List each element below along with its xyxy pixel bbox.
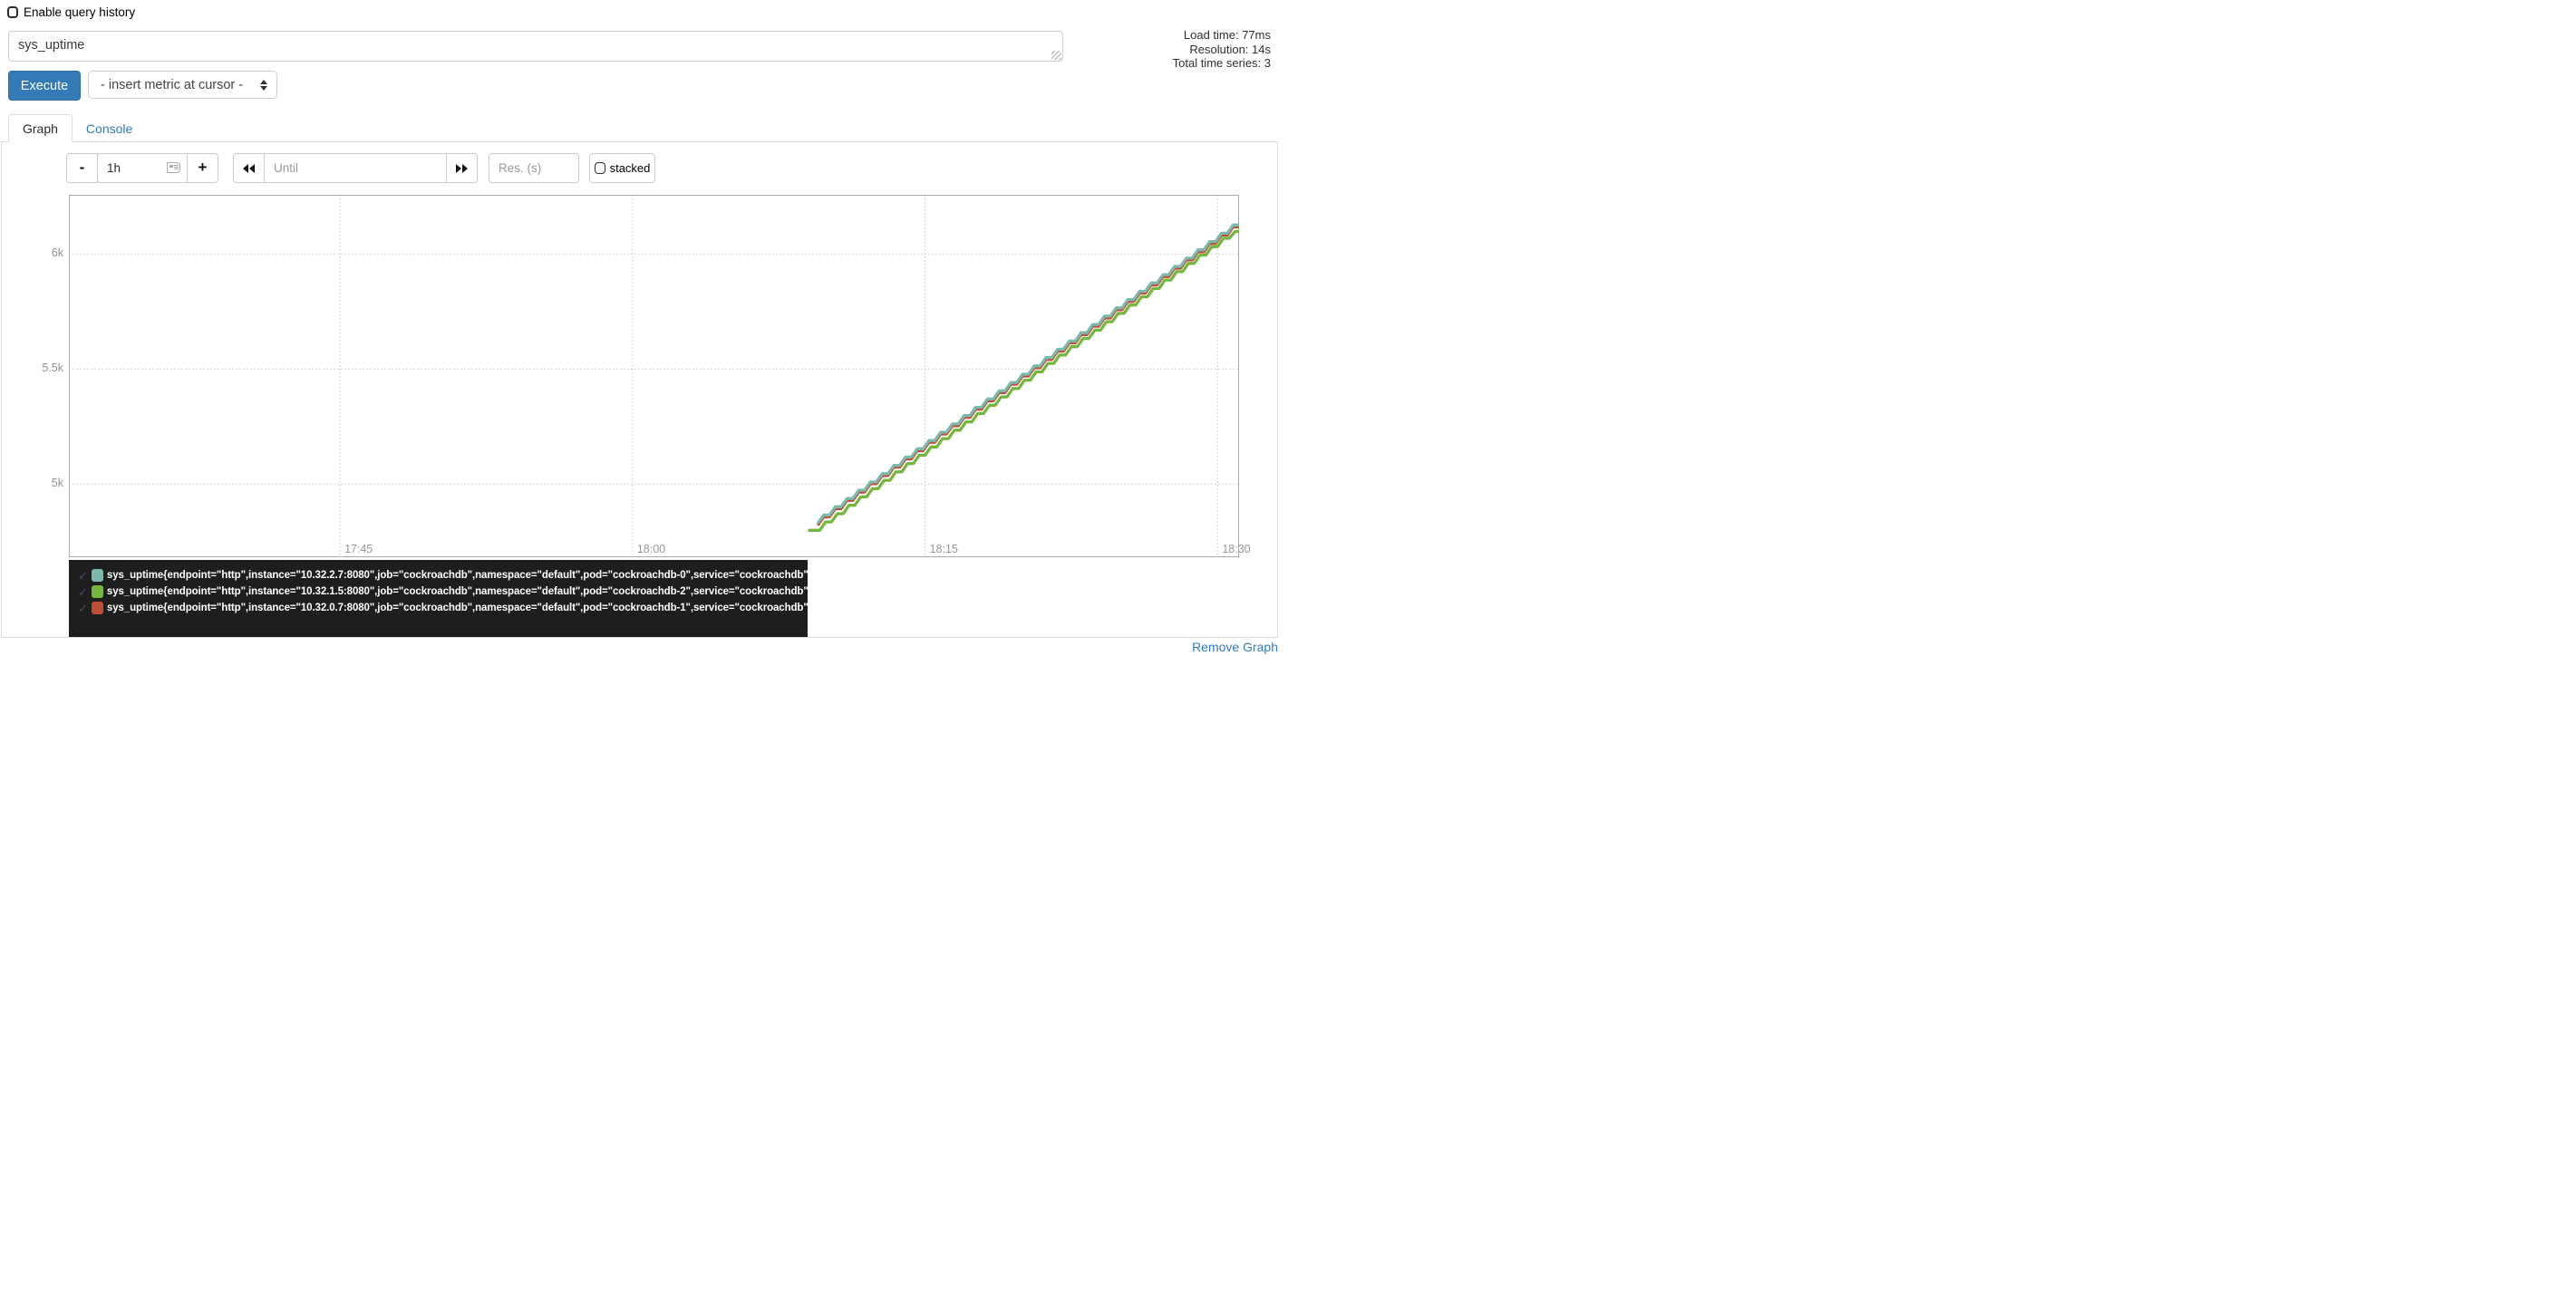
query-input-wrap: sys_uptime	[8, 31, 1063, 62]
query-history-label: Enable query history	[24, 5, 136, 19]
stacked-toggle[interactable]: stacked	[589, 153, 655, 183]
legend-row[interactable]: ✓ sys_uptime{endpoint="http",instance="1…	[78, 584, 812, 600]
query-history-checkbox[interactable]	[7, 6, 18, 18]
check-icon: ✓	[78, 568, 88, 583]
total-time-series: Total time series: 3	[1172, 56, 1271, 70]
series-label: sys_uptime{endpoint="http",instance="10.…	[106, 570, 813, 581]
x-tick-label: 18:15	[929, 543, 958, 555]
execute-button[interactable]: Execute	[8, 71, 81, 101]
range-input-wrap	[97, 153, 188, 183]
load-time: Load time: 77ms	[1183, 28, 1271, 42]
shrink-range-button[interactable]: -	[66, 153, 98, 183]
rewind-button[interactable]	[233, 153, 265, 183]
series-swatch	[91, 602, 103, 614]
x-tick-label: 18:30	[1222, 543, 1251, 555]
remove-graph-link[interactable]: Remove Graph	[1192, 640, 1278, 654]
legend-row[interactable]: ✓ sys_uptime{endpoint="http",instance="1…	[78, 600, 812, 616]
query-input[interactable]: sys_uptime	[8, 31, 1063, 62]
tab-graph[interactable]: Graph	[8, 114, 73, 142]
insert-metric-value: - insert metric at cursor -	[101, 77, 244, 92]
tab-console[interactable]: Console	[85, 121, 133, 136]
tab-bar: Graph Console	[8, 114, 146, 142]
select-updown-icon	[260, 79, 267, 91]
series-label: sys_uptime{endpoint="http",instance="10.…	[106, 603, 813, 613]
time-control-group	[233, 153, 478, 183]
forward-button[interactable]	[446, 153, 478, 183]
check-icon: ✓	[78, 584, 88, 599]
resize-grabber-icon[interactable]	[1051, 51, 1061, 60]
graph-panel: - + stacked 5k 5.5k 6k 17:45 18:00 18:15 18:3…	[1, 141, 1278, 638]
series-swatch	[91, 585, 103, 598]
insert-metric-select[interactable]: - insert metric at cursor -	[88, 71, 277, 99]
legend-row[interactable]: ✓ sys_uptime{endpoint="http",instance="1…	[78, 567, 812, 584]
check-icon: ✓	[78, 601, 88, 615]
resolution-input[interactable]	[489, 153, 579, 183]
chart-legend: ✓ sys_uptime{endpoint="http",instance="1…	[69, 560, 812, 637]
rewind-icon	[242, 163, 256, 174]
x-tick-label: 17:45	[344, 543, 373, 555]
y-tick-label: 5k	[51, 477, 63, 490]
stacked-checkbox[interactable]	[594, 162, 605, 174]
query-stats: Load time: 77ms Resolution: 14s Total ti…	[1173, 28, 1271, 71]
grow-range-button[interactable]: +	[187, 153, 218, 183]
series-label: sys_uptime{endpoint="http",instance="10.…	[106, 586, 813, 597]
x-tick-label: 18:00	[636, 543, 666, 555]
y-tick-label: 5.5k	[42, 362, 63, 375]
until-input[interactable]	[264, 153, 447, 183]
forward-icon	[455, 163, 469, 174]
series-swatch	[91, 569, 103, 582]
y-tick-label: 6k	[51, 246, 63, 260]
range-control-group: - +	[66, 153, 218, 183]
range-input[interactable]	[97, 153, 188, 183]
uptime-chart[interactable]	[69, 195, 1239, 557]
resolution: Resolution: 14s	[1189, 42, 1271, 56]
stacked-label: stacked	[609, 161, 651, 175]
enable-query-history[interactable]: Enable query history	[7, 5, 135, 19]
calendar-icon[interactable]	[167, 162, 180, 173]
